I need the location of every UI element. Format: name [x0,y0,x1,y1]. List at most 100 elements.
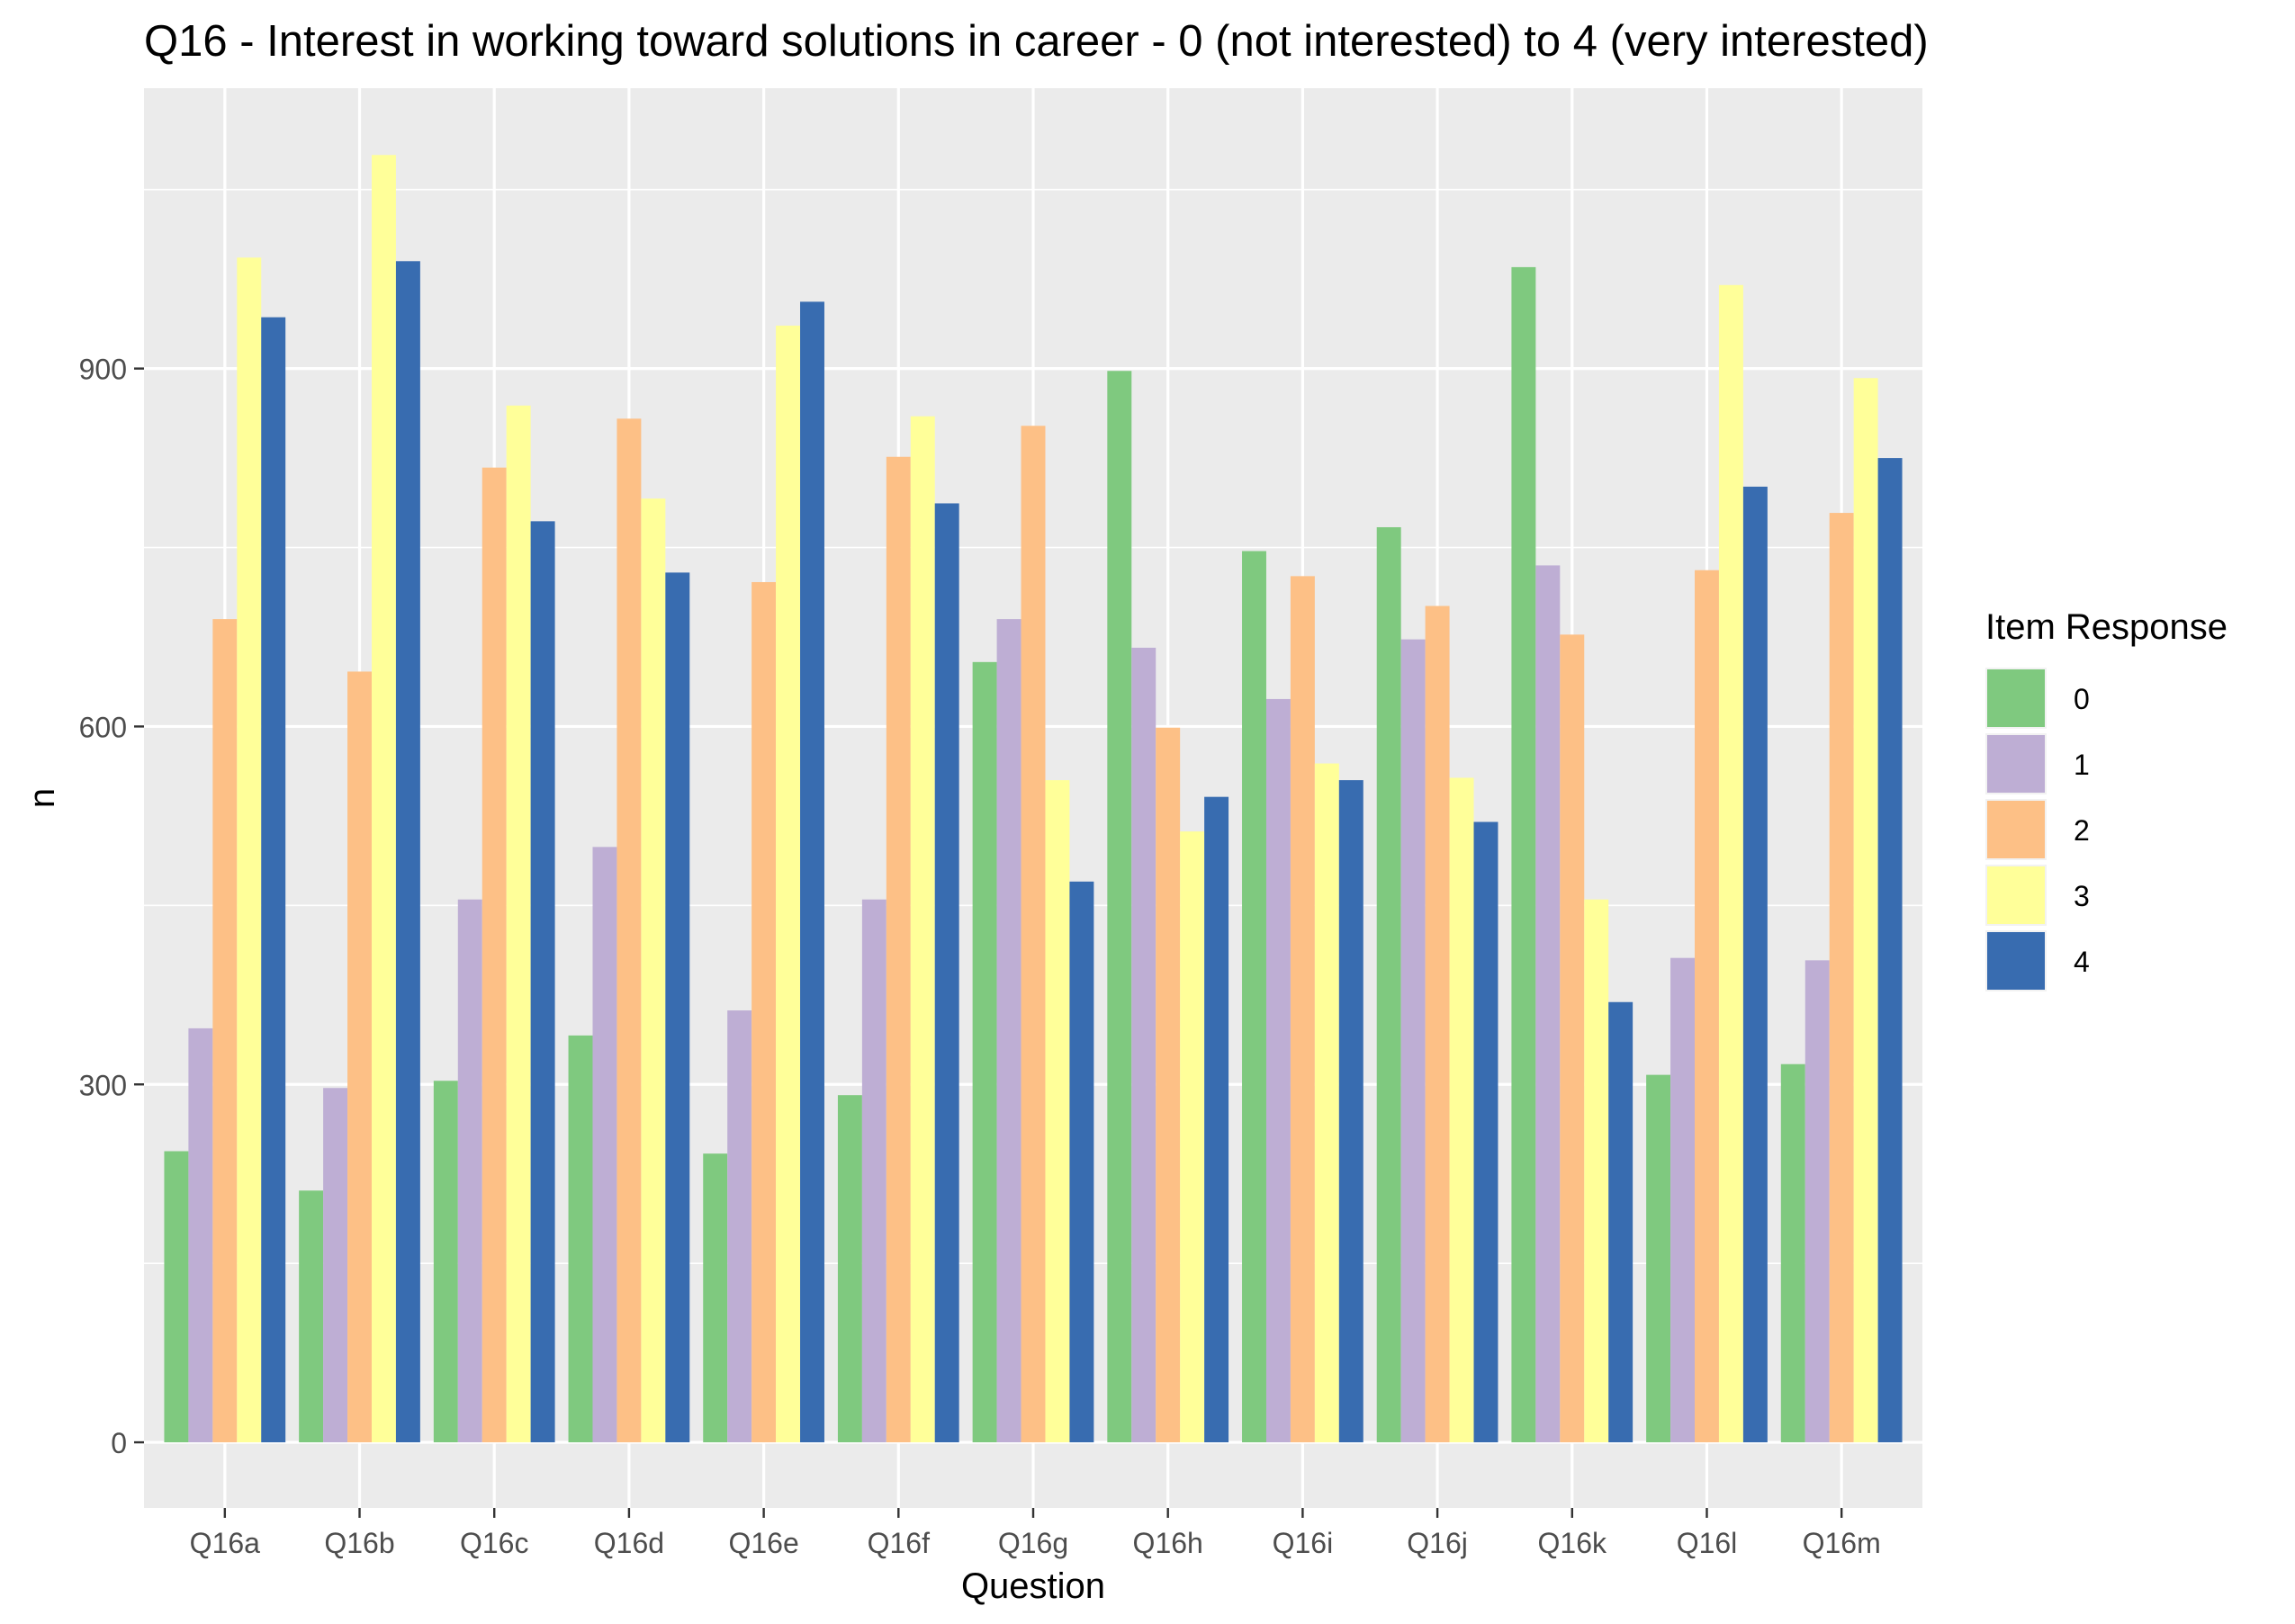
bar [616,418,642,1443]
bar [1670,957,1696,1443]
y-tick-label: 0 [111,1427,127,1459]
x-tick-label: Q16d [594,1527,664,1559]
bar [1535,565,1561,1443]
bar [237,257,262,1443]
legend: Item Response 0 1 2 3 4 [1985,607,2228,991]
bar [1314,763,1339,1443]
y-tick-label: 900 [79,354,127,386]
bar [861,899,886,1443]
bar [457,899,482,1443]
legend-label: 2 [2074,814,2090,847]
legend-label: 4 [2074,946,2090,978]
bar [323,1088,348,1443]
bar [212,619,238,1443]
bar [1742,486,1768,1443]
bar [727,1010,752,1443]
bar [1473,821,1498,1443]
bar [1511,266,1536,1443]
bar [261,317,286,1443]
x-tick-label: Q16h [1133,1527,1203,1559]
x-tick-label: Q16c [460,1527,528,1559]
bar [482,467,507,1443]
bar [395,261,420,1443]
bar [1584,899,1609,1443]
legend-title: Item Response [1985,607,2228,647]
bar [530,521,555,1443]
bar [299,1190,324,1443]
bar [371,155,396,1443]
bars-layer [164,155,1903,1443]
bar [1560,634,1585,1443]
x-tick-label: Q16l [1677,1527,1738,1559]
bar [1877,458,1903,1443]
bar [1853,378,1878,1443]
legend-items: 0 1 2 3 4 [1985,668,2090,991]
x-tick-label: Q16f [868,1527,930,1559]
bar [641,498,666,1443]
bar [568,1035,593,1443]
bar [1131,647,1156,1443]
bar [1290,576,1315,1443]
legend-swatch [1987,932,2045,990]
bar [1646,1074,1671,1443]
x-tick-label: Q16g [998,1527,1068,1559]
x-axis-title: Question [961,1566,1105,1606]
bar [1156,727,1181,1443]
bar [1338,780,1364,1443]
x-tick-label: Q16j [1407,1527,1468,1559]
x-tick-label: Q16b [324,1527,394,1559]
bar [886,456,911,1443]
bar [837,1095,862,1443]
bar [1780,1063,1805,1443]
bar [1804,960,1830,1443]
bar [1376,526,1401,1443]
bar [506,405,531,1443]
x-axis: Q16a Q16b Q16c Q16d Q16e Q16f Q16g Q16h Q16i Q16j… [190,1508,1881,1559]
y-axis: 0 300 600 900 [79,354,144,1459]
x-tick-label: Q16k [1538,1527,1607,1559]
legend-label: 1 [2074,749,2090,781]
y-tick-label: 300 [79,1069,127,1101]
legend-swatch [1987,866,2045,924]
legend-label: 3 [2074,880,2090,912]
legend-label: 0 [2074,683,2090,715]
bar [703,1153,728,1443]
bar [592,847,617,1443]
bar [996,619,1022,1443]
bar [1021,426,1046,1443]
bar [665,572,690,1443]
bar [433,1081,458,1443]
bar [188,1027,213,1443]
bar [910,416,935,1443]
bar [1695,570,1719,1443]
bar [347,671,372,1443]
y-axis-title: n [22,788,62,808]
x-tick-label: Q16m [1803,1527,1881,1559]
bar [934,503,959,1443]
bar [776,325,801,1443]
x-tick-label: Q16a [190,1527,260,1559]
y-tick-label: 600 [79,711,127,743]
legend-swatch [1987,735,2045,793]
bar [1400,639,1426,1443]
bar [1180,831,1205,1443]
bar [972,661,997,1443]
x-tick-label: Q16e [728,1527,798,1559]
bar [1204,796,1229,1443]
bar [1718,284,1743,1443]
bar [1608,1001,1634,1443]
bar [752,581,777,1443]
bar [1045,780,1070,1443]
legend-swatch [1987,669,2045,727]
bar [1449,777,1474,1443]
bar [1425,606,1450,1443]
bar [1242,551,1266,1443]
bar [1107,371,1132,1443]
x-tick-label: Q16i [1273,1527,1334,1559]
bar [1829,513,1854,1443]
chart-title: Q16 - Interest in working toward solutio… [144,17,1929,66]
bar [1069,881,1094,1443]
bar [800,301,824,1443]
